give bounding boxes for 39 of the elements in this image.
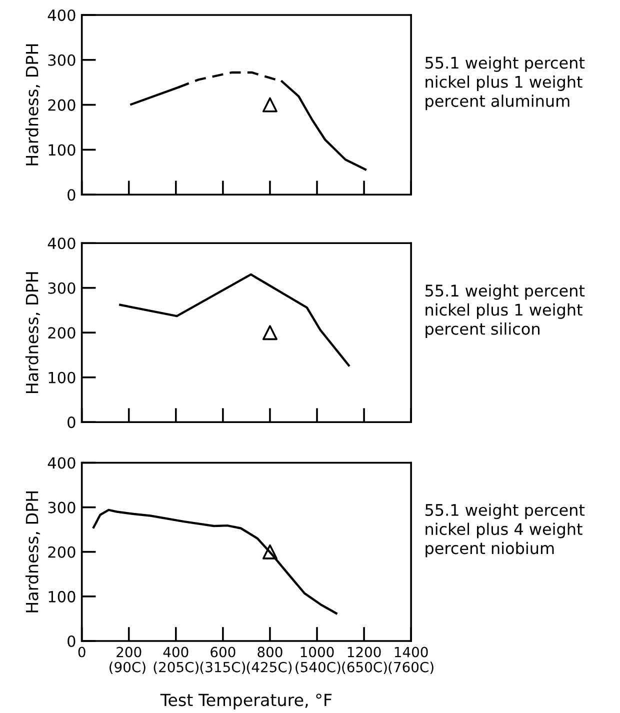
- y-tick-label: 400: [48, 457, 76, 469]
- x2-tick-label: (540C): [296, 662, 340, 674]
- y-tick-label: 400: [48, 9, 76, 21]
- y-tick-label: 300: [48, 54, 76, 66]
- text: 55.1 weight percent nickel plus 1 weight percent aluminum: [425, 56, 585, 110]
- y-tick-label: 300: [48, 502, 76, 514]
- x2-tick-label: (205C): [154, 662, 198, 674]
- y-tick-label: 200: [48, 99, 76, 111]
- x2-tick-label: (650C): [342, 662, 387, 674]
- y-tick-label: 100: [48, 144, 76, 156]
- line-series: [119, 273, 350, 366]
- x-tick-label: 1000: [300, 646, 334, 658]
- x-tick-label: 1200: [348, 646, 381, 658]
- x-tick-label: 200: [116, 646, 142, 658]
- x-axis-title: Test Temperature, °F: [160, 694, 332, 710]
- y-tick-label: 100: [48, 590, 76, 602]
- x-tick-label: 0: [78, 646, 86, 658]
- text: 55.1 weight percent nickel plus 4 weight percent niobium: [425, 504, 585, 558]
- y-tick-label: 200: [48, 546, 76, 558]
- y-tick-label: 0: [68, 416, 76, 428]
- text: 55.1 weight percent nickel plus 1 weight percent silicon: [425, 284, 585, 338]
- y-tick-label: 0: [68, 635, 76, 648]
- x2-tick-label: (760C): [388, 662, 434, 674]
- y-axis-title: Hardness, DPH: [25, 491, 40, 612]
- y-tick-label: 200: [48, 327, 76, 339]
- line-series: [92, 508, 338, 614]
- y-tick-label: 400: [48, 238, 76, 250]
- x-tick-label: 1400: [394, 646, 428, 658]
- x2-tick-label: (315C): [200, 662, 246, 674]
- y-tick-label: 0: [68, 189, 76, 201]
- y-axis-title: Hardness, DPH: [25, 272, 40, 394]
- y-axis-title: Hardness, DPH: [25, 44, 40, 166]
- x2-tick-label: (425C): [246, 662, 292, 674]
- x2-tick-label: (90C): [110, 662, 146, 674]
- x-tick-label: 600: [210, 646, 236, 658]
- y-tick-label: 100: [48, 372, 76, 384]
- x-tick-label: 800: [258, 646, 282, 658]
- y-tick-label: 300: [48, 282, 76, 294]
- x-tick-label: 400: [163, 646, 188, 658]
